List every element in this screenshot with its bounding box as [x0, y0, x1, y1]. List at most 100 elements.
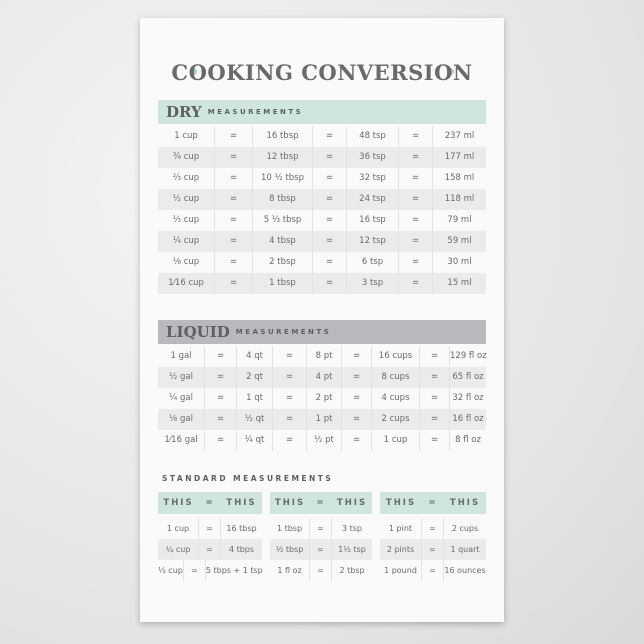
equals-sign: =	[273, 367, 307, 388]
equals-sign: =	[313, 147, 347, 168]
cell: 2 cups	[372, 409, 420, 430]
equals-sign: =	[422, 560, 444, 581]
standard-table: THIS = THIS 1 tbsp = 3 tsp ½ tbsp = 1½ tsp 1 fl o…	[270, 492, 372, 581]
table-row: 1 pound = 16 ounces	[380, 560, 486, 581]
standard-heading: STANDARD MEASUREMENTS	[162, 474, 334, 483]
header-cell: =	[205, 498, 215, 508]
cell: 2 tbsp	[253, 252, 313, 273]
cell: ¼ cup	[158, 231, 215, 252]
table-row: 1 pint = 2 cups	[380, 518, 486, 539]
cell: 2 pt	[307, 388, 342, 409]
title: COOKING CONVERSION	[171, 60, 473, 85]
cell: 36 tsp	[347, 147, 399, 168]
cell: 1 gal	[158, 346, 205, 367]
equals-sign: =	[310, 539, 332, 560]
equals-sign: =	[399, 126, 433, 147]
table-row: ⅔ cup = 10 ½ tbsp = 32 tsp = 158 ml	[158, 168, 486, 189]
cell: 2 qt	[237, 367, 273, 388]
cell: ½ qt	[237, 409, 273, 430]
cell: 3 tsp	[341, 524, 362, 533]
cell: 2 pints	[380, 539, 422, 560]
equals-sign: =	[399, 273, 433, 294]
equals-sign: =	[342, 388, 372, 409]
cell: 2 cups	[451, 524, 479, 533]
header-cell: =	[428, 498, 438, 508]
equals-sign: =	[342, 346, 372, 367]
cell: 4 cups	[372, 388, 420, 409]
equals-sign: =	[399, 189, 433, 210]
rows: 1 tbsp = 3 tsp ½ tbsp = 1½ tsp 1 fl oz = 2 tbsp	[270, 518, 372, 581]
cell: ¼ cup	[158, 539, 199, 560]
cell: 237 ml	[444, 131, 475, 141]
equals-sign: =	[420, 367, 450, 388]
cell: 16 tbsp	[226, 524, 257, 533]
equals-sign: =	[205, 409, 237, 430]
equals-sign: =	[313, 231, 347, 252]
rows: 1 cup = 16 tbsp ¼ cup = 4 tbps ⅓ cup = 5 tbps + …	[158, 518, 263, 581]
cell: ⅛ gal	[158, 409, 205, 430]
equals-sign: =	[184, 560, 206, 581]
cell: ⅛ cup	[158, 252, 215, 273]
cell: 1 pound	[380, 560, 422, 581]
cell: 177 ml	[433, 147, 486, 168]
conversion-card: COOKING CONVERSION DRY MEASUREMENTS 1 cup…	[140, 18, 504, 622]
cell: 2 tbsp	[339, 566, 365, 575]
dry-header: DRY MEASUREMENTS	[158, 100, 486, 124]
table-row: ¼ gal = 1 qt = 2 pt = 4 cups = 32 fl oz	[158, 388, 486, 409]
table-row: ⅓ cup = 5 tbps + 1 tsp	[158, 560, 263, 581]
table-row: ⅛ cup = 2 tbsp = 6 tsp = 30 ml	[158, 252, 486, 273]
equals-sign: =	[215, 126, 253, 147]
cell: 6 tsp	[347, 252, 399, 273]
cell: 79 ml	[447, 215, 472, 225]
liquid-table: 1 gal = 4 qt = 8 pt = 16 cups = 129 fl oz ½ gal = 2…	[158, 346, 487, 451]
table-row: 1⁄16 cup = 1 tbsp = 3 tsp = 15 ml	[158, 273, 486, 294]
table-row: 2 pints = 1 quart	[380, 539, 486, 560]
ornament	[447, 68, 454, 75]
standard-table: THIS = THIS 1 cup = 16 tbsp ¼ cup = 4 tbps ⅓ cup =…	[158, 492, 263, 581]
cell: 1½ tsp	[332, 539, 372, 560]
equals-sign: =	[313, 252, 347, 273]
cell: 1 tbsp	[270, 518, 310, 539]
cell: 1 qt	[237, 388, 273, 409]
cell: 48 tsp	[347, 126, 399, 147]
equals-sign: =	[215, 231, 253, 252]
rows: 1 pint = 2 cups 2 pints = 1 quart 1 pound = 16 o…	[380, 518, 486, 581]
cell: 129 fl oz	[450, 351, 487, 361]
equals-sign: =	[342, 409, 372, 430]
cell: ¼ gal	[158, 388, 205, 409]
table-row: ½ tbsp = 1½ tsp	[270, 539, 372, 560]
cell: 16 tsp	[347, 210, 399, 231]
cell: 8 cups	[372, 367, 420, 388]
cell: 118 ml	[433, 189, 486, 210]
table-row: 1 fl oz = 2 tbsp	[270, 560, 372, 581]
equals-sign: =	[215, 189, 253, 210]
heading: LIQUID	[166, 323, 230, 341]
equals-sign: =	[205, 367, 237, 388]
equals-sign: =	[310, 560, 332, 581]
cell: 30 ml	[447, 257, 472, 267]
header-cell: THIS	[449, 498, 481, 508]
cell: ⅓ cup	[158, 560, 184, 581]
cell: 1 quart	[444, 539, 486, 560]
equals-sign: =	[399, 231, 433, 252]
table-row: 1 tbsp = 3 tsp	[270, 518, 372, 539]
equals-sign: =	[399, 168, 433, 189]
cell: 3 tsp	[347, 273, 399, 294]
equals-sign: =	[199, 518, 221, 539]
header-cell: THIS	[163, 498, 194, 508]
cell: 1 pt	[307, 409, 342, 430]
equals-sign: =	[313, 189, 347, 210]
cell: ½ pt	[307, 430, 342, 451]
equals-sign: =	[342, 367, 372, 388]
table-row: 1 gal = 4 qt = 8 pt = 16 cups = 129 fl oz	[158, 346, 487, 367]
cell: 16 ounces	[444, 566, 486, 575]
cell: 32 fl oz	[452, 393, 484, 403]
cell: 4 tbsp	[253, 231, 313, 252]
equals-sign: =	[215, 273, 253, 294]
cell: ¼ qt	[237, 430, 273, 451]
equals-sign: =	[215, 252, 253, 273]
cell: 4 qt	[237, 346, 273, 367]
equals-sign: =	[273, 346, 307, 367]
equals-sign: =	[199, 539, 221, 560]
